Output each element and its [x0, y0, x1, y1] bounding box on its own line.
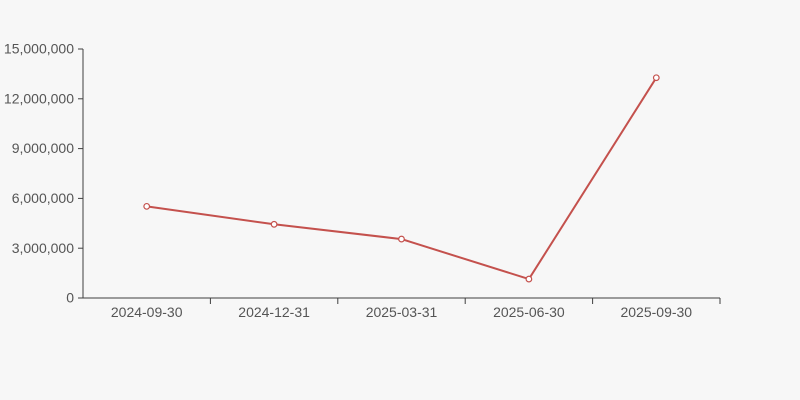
data-point-marker: [270, 220, 278, 228]
y-tick-label: 0: [66, 290, 74, 306]
y-tick-label: 12,000,000: [4, 90, 74, 106]
y-tick-label: 3,000,000: [12, 240, 74, 256]
y-tick-label: 6,000,000: [12, 190, 74, 206]
x-tick-label: 2024-09-30: [111, 304, 183, 320]
x-tick-label: 2025-09-30: [620, 304, 692, 320]
x-tick-label: 2025-06-30: [493, 304, 565, 320]
x-tick-label: 2024-12-31: [238, 304, 310, 320]
series-line: [145, 76, 658, 281]
y-tick-label: 15,000,000: [4, 41, 74, 57]
y-tick-label: 9,000,000: [12, 140, 74, 156]
data-point-marker: [652, 74, 660, 82]
data-point-marker: [143, 202, 151, 210]
x-tick-label: 2025-03-31: [366, 304, 438, 320]
data-point-marker: [398, 235, 405, 243]
data-point-marker: [525, 275, 533, 283]
